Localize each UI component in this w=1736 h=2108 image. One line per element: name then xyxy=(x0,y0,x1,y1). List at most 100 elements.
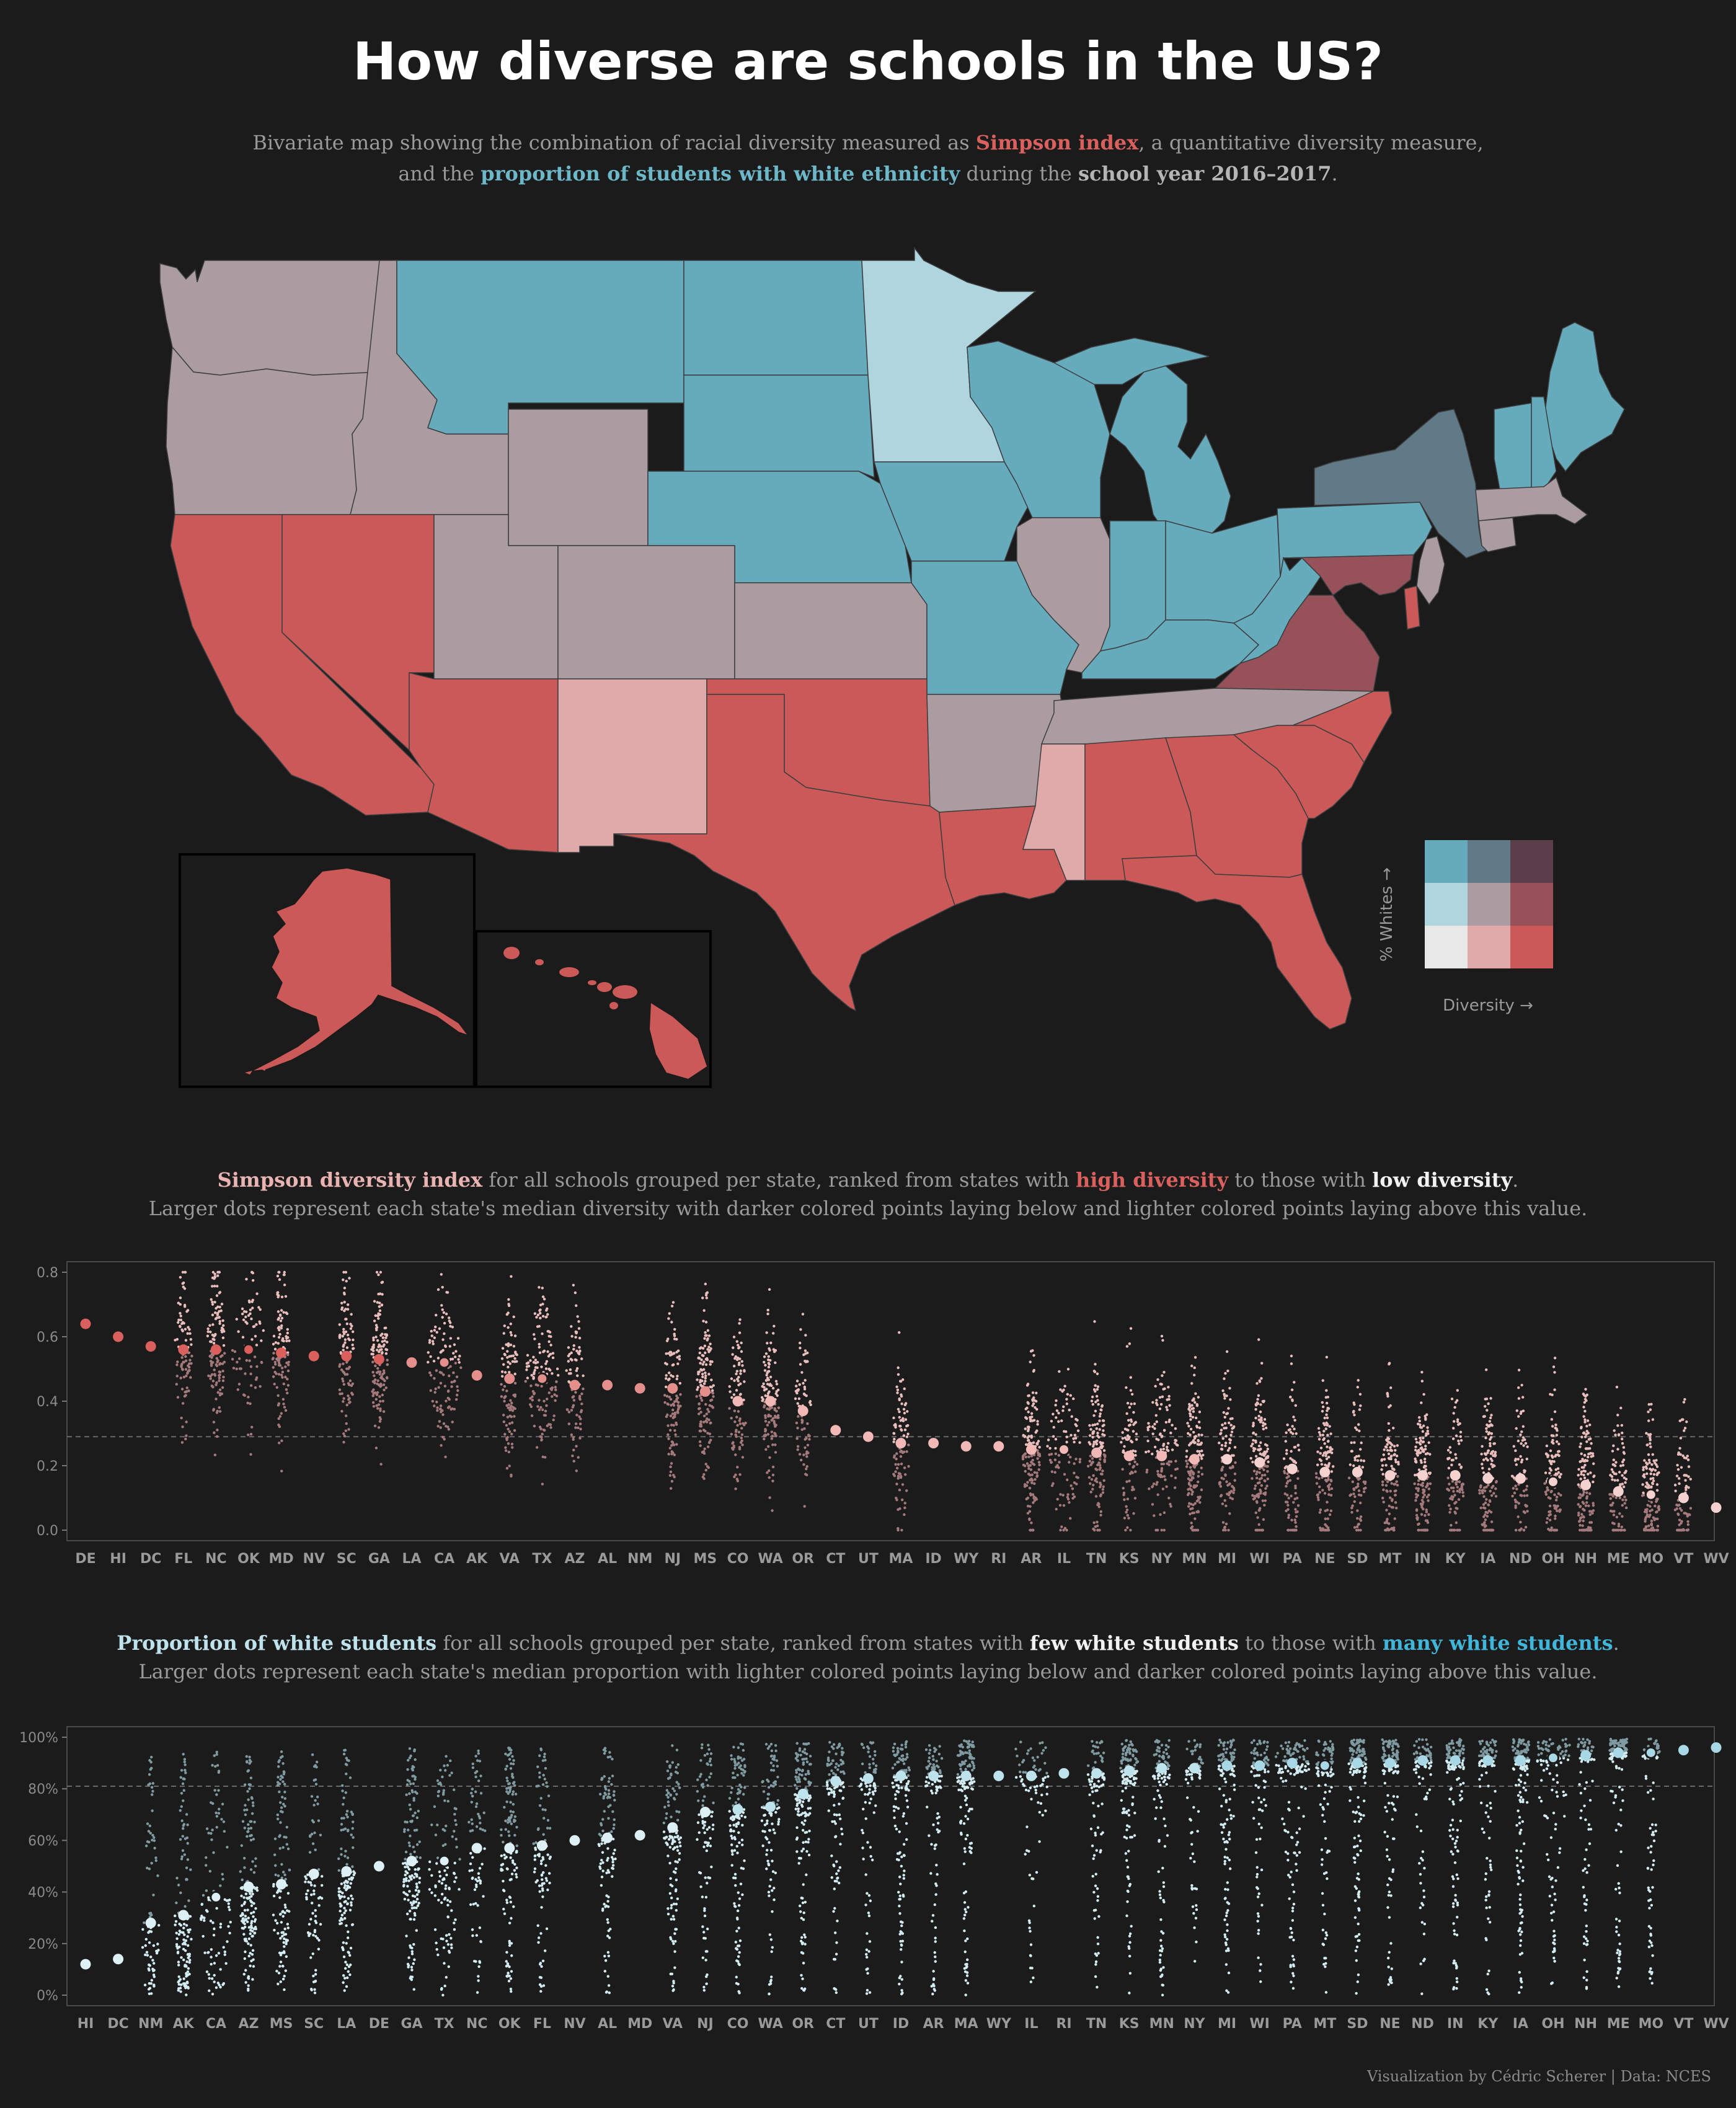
school-point xyxy=(252,1871,256,1874)
school-point xyxy=(1544,1452,1548,1455)
school-point xyxy=(774,1433,777,1437)
school-point xyxy=(1024,1443,1028,1446)
school-point xyxy=(445,1313,448,1316)
school-point xyxy=(1423,1494,1426,1497)
school-point xyxy=(531,1399,534,1402)
school-point xyxy=(1650,1463,1654,1466)
school-point xyxy=(1329,1432,1332,1435)
school-point xyxy=(1448,1504,1451,1507)
school-point xyxy=(805,1394,808,1397)
school-point xyxy=(1328,1425,1331,1428)
school-point xyxy=(1326,1416,1329,1420)
school-point xyxy=(216,1305,219,1309)
school-point xyxy=(1385,1489,1388,1492)
school-point xyxy=(1122,1451,1126,1454)
school-point xyxy=(1519,1455,1522,1458)
school-point xyxy=(213,1962,216,1965)
school-point xyxy=(378,1309,382,1313)
school-point xyxy=(279,1319,283,1322)
school-point xyxy=(1225,1350,1229,1353)
school-point xyxy=(432,1360,436,1363)
school-point xyxy=(342,1331,345,1334)
school-point xyxy=(768,1420,771,1424)
school-point xyxy=(1582,1415,1585,1418)
school-point xyxy=(150,1755,153,1759)
school-point xyxy=(186,1332,189,1335)
school-point xyxy=(508,1422,512,1425)
school-point xyxy=(344,1330,348,1334)
school-point xyxy=(283,1283,286,1286)
school-point xyxy=(1224,1426,1228,1430)
school-point xyxy=(1490,1424,1494,1427)
school-point xyxy=(764,1430,767,1433)
school-point xyxy=(1493,1442,1496,1445)
school-point xyxy=(536,1384,539,1387)
school-point xyxy=(1073,1471,1076,1475)
school-point xyxy=(1520,1430,1523,1433)
school-point xyxy=(1286,1472,1289,1476)
school-point xyxy=(1260,1474,1264,1477)
school-point xyxy=(1680,1521,1683,1525)
school-point xyxy=(696,1388,699,1391)
school-point xyxy=(1190,1488,1193,1492)
school-point xyxy=(704,1282,707,1286)
school-point xyxy=(1588,1437,1592,1440)
school-point xyxy=(215,1381,218,1384)
school-point xyxy=(215,1825,218,1829)
school-point xyxy=(1458,1490,1461,1494)
school-point xyxy=(243,1827,247,1830)
school-point xyxy=(507,1298,510,1301)
school-point xyxy=(1031,1458,1034,1462)
school-point xyxy=(1231,1497,1234,1500)
school-point xyxy=(1315,1482,1319,1485)
school-point xyxy=(1228,1386,1231,1390)
school-point xyxy=(1680,1466,1683,1469)
points-MA xyxy=(892,1331,910,1532)
school-point xyxy=(501,1347,505,1350)
school-point xyxy=(206,1334,210,1338)
school-point xyxy=(1063,1430,1066,1433)
school-point xyxy=(1461,1491,1464,1494)
x-label-PA: PA xyxy=(1283,1551,1302,1567)
school-point xyxy=(213,1277,216,1280)
school-point xyxy=(1613,1464,1617,1468)
school-point xyxy=(513,1428,516,1432)
school-point xyxy=(382,1410,386,1413)
school-point xyxy=(342,1278,345,1282)
school-point xyxy=(730,1432,733,1436)
school-point xyxy=(900,1528,903,1532)
school-point xyxy=(1424,1414,1427,1418)
school-point xyxy=(580,1402,583,1406)
school-point xyxy=(670,1304,674,1308)
school-point xyxy=(582,1374,585,1378)
school-point xyxy=(1589,1451,1593,1455)
subtitle-line-1: Bivariate map showing the combination of… xyxy=(0,127,1736,158)
school-point xyxy=(274,1919,277,1922)
school-point xyxy=(188,1358,192,1362)
school-point xyxy=(507,1365,510,1369)
school-point xyxy=(1197,1470,1200,1474)
school-point xyxy=(454,1362,458,1365)
school-point xyxy=(1252,1432,1255,1435)
school-point xyxy=(179,1296,182,1300)
school-point xyxy=(554,1399,557,1402)
school-point xyxy=(1422,1424,1425,1427)
school-point xyxy=(249,1384,253,1387)
school-point xyxy=(1678,1523,1681,1526)
school-point xyxy=(189,1376,192,1379)
school-point xyxy=(1096,1385,1100,1388)
school-point xyxy=(436,1406,439,1409)
school-point xyxy=(508,1430,512,1433)
school-point xyxy=(704,1463,707,1466)
school-point xyxy=(1261,1424,1265,1427)
school-point xyxy=(218,1406,221,1409)
school-point xyxy=(179,1376,182,1380)
school-point xyxy=(704,1371,707,1375)
school-point xyxy=(1447,1466,1451,1470)
school-point xyxy=(1094,1384,1097,1387)
school-point xyxy=(1427,1494,1430,1497)
median-NM xyxy=(145,1918,156,1929)
school-point xyxy=(1546,1517,1549,1520)
school-point xyxy=(1046,1445,1049,1448)
school-point xyxy=(672,1443,676,1446)
